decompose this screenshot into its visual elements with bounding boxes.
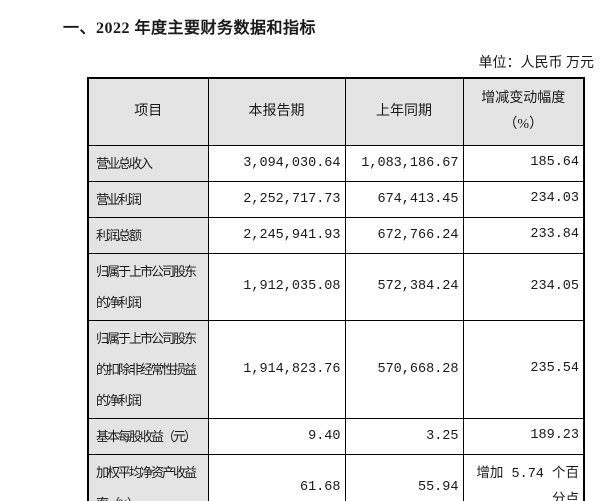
table-row: 利润总额 2,245,941.93 672,766.24 233.84 [87,216,585,254]
item-cell: 基本每股收益（元） [87,417,209,455]
table-header-row: 项目 本报告期 上年同期 增减变动幅度 （%） [87,77,585,146]
prior-period-cell: 55.94 [344,453,464,501]
change-cell: 234.03 [462,180,585,218]
item-cell: 归属于上市公司股东的净利润 [87,252,209,321]
prior-period-cell: 1,083,186.67 [344,144,464,182]
change-cell: 185.64 [462,144,585,182]
change-cell: 235.54 [462,319,585,419]
current-period-cell: 1,912,035.08 [207,252,346,321]
financial-indicators-table: 项目 本报告期 上年同期 增减变动幅度 （%） 营业总收入 3,094,030.… [87,77,585,501]
change-cell: 增加 5.74 个百分点 [462,453,585,501]
current-period-cell: 2,252,717.73 [207,180,346,218]
item-cell: 营业总收入 [87,144,209,182]
unit-label: 单位：人民币 万元 [478,56,595,71]
header-cell-change: 增减变动幅度 （%） [462,77,585,146]
item-cell: 营业利润 [87,180,209,218]
table-container: 项目 本报告期 上年同期 增减变动幅度 （%） 营业总收入 3,094,030.… [87,77,585,501]
current-period-cell: 9.40 [207,417,346,455]
item-cell: 加权平均净资产收益率（%） [87,453,209,501]
table-row: 归属于上市公司股东的净利润 1,912,035.08 572,384.24 23… [87,252,585,321]
header-cell-item: 项目 [87,77,209,146]
table-row: 归属于上市公司股东的扣除非经常性损益的净利润 1,914,823.76 570,… [87,319,585,419]
current-period-cell: 61.68 [207,453,346,501]
current-period-cell: 1,914,823.76 [207,319,346,419]
current-period-cell: 3,094,030.64 [207,144,346,182]
change-cell: 233.84 [462,216,585,254]
table-row: 加权平均净资产收益率（%） 61.68 55.94 增加 5.74 个百分点 [87,453,585,501]
table-row: 营业总收入 3,094,030.64 1,083,186.67 185.64 [87,144,585,182]
change-cell: 189.23 [462,417,585,455]
change-cell: 234.05 [462,252,585,321]
header-cell-prior-period: 上年同期 [344,77,464,146]
section-title: 一、2022 年度主要财务数据和指标 [63,20,317,37]
prior-period-cell: 3.25 [344,417,464,455]
item-cell: 利润总额 [87,216,209,254]
prior-period-cell: 572,384.24 [344,252,464,321]
table-row: 基本每股收益（元） 9.40 3.25 189.23 [87,417,585,455]
item-cell: 归属于上市公司股东的扣除非经常性损益的净利润 [87,319,209,419]
header-cell-current-period: 本报告期 [207,77,346,146]
current-period-cell: 2,245,941.93 [207,216,346,254]
prior-period-cell: 570,668.28 [344,319,464,419]
table-row: 营业利润 2,252,717.73 674,413.45 234.03 [87,180,585,218]
prior-period-cell: 672,766.24 [344,216,464,254]
prior-period-cell: 674,413.45 [344,180,464,218]
